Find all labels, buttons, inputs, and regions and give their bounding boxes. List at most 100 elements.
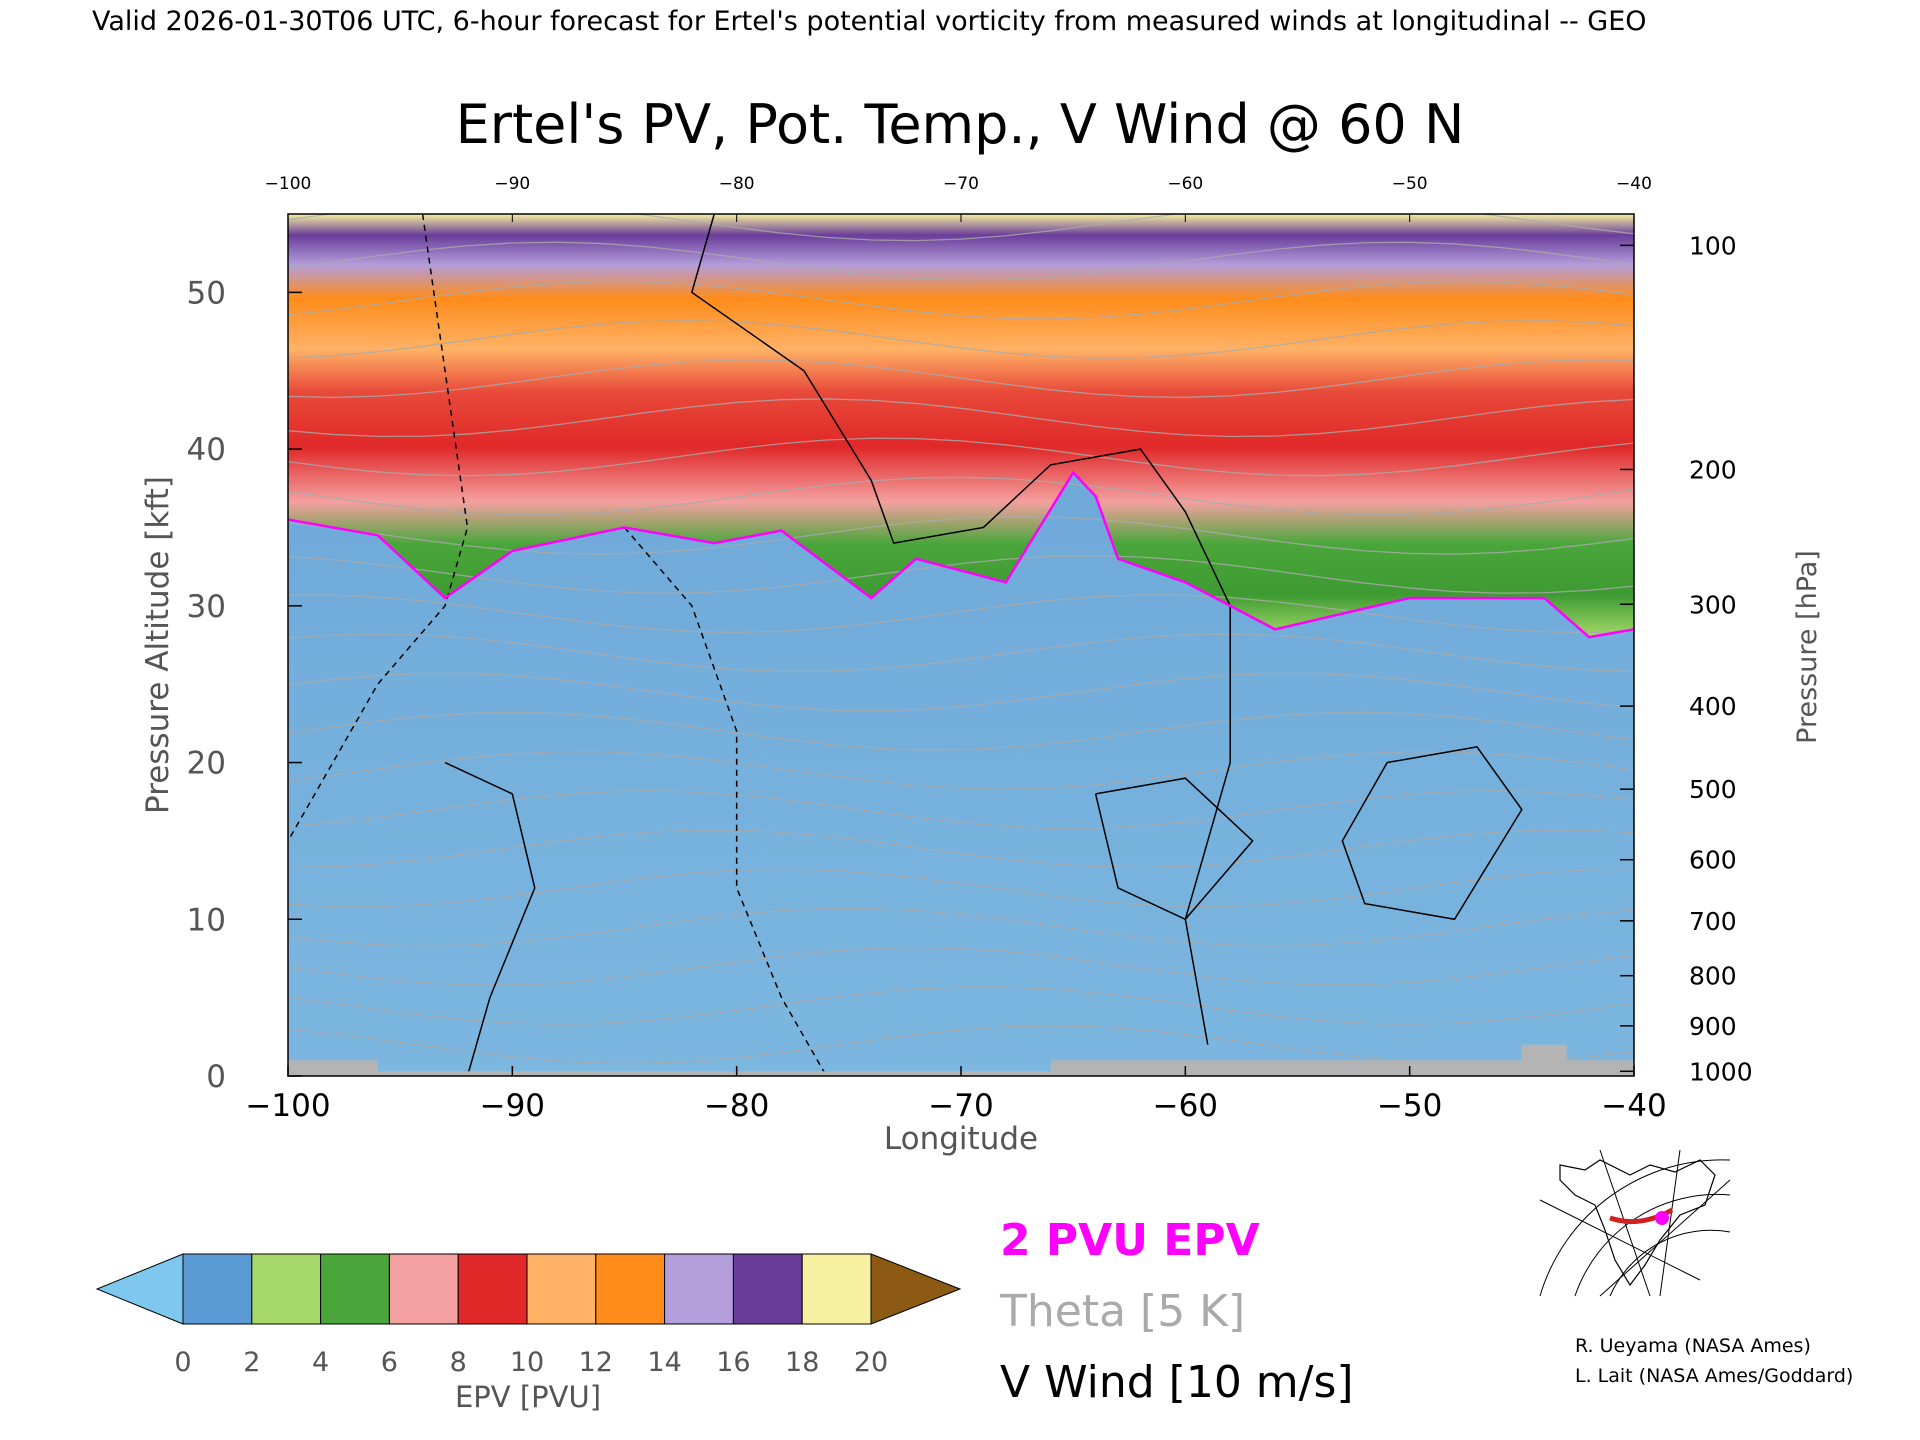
map-coastline xyxy=(1559,1159,1716,1287)
theta-contour xyxy=(288,241,1634,281)
theta-contour xyxy=(288,437,1634,477)
colorbar-tick-label: 16 xyxy=(716,1347,750,1378)
colorbar-underflow xyxy=(95,1253,184,1325)
colorbar-bin xyxy=(251,1253,322,1325)
theta-contour xyxy=(288,672,1634,712)
colorbar-bin xyxy=(182,1253,253,1325)
pressure-tick-label: 600 xyxy=(1689,846,1737,875)
theta-contour xyxy=(288,946,1634,986)
colorbar-tick-label: 4 xyxy=(312,1347,329,1378)
colorbar-bin xyxy=(526,1253,597,1325)
colorbar-tick-label: 0 xyxy=(174,1347,191,1378)
x-top-tick-label: −90 xyxy=(494,174,530,194)
x-top-tick-label: −60 xyxy=(1167,174,1203,194)
x-tick-label: −70 xyxy=(928,1088,993,1124)
colorbar-tick-label: 12 xyxy=(579,1347,613,1378)
colorbar: 0 2 4 6 8 10 12 14 16 18 20 xyxy=(95,1253,962,1378)
pv-2pvu-line xyxy=(288,470,1634,639)
colorbar-bin xyxy=(732,1253,803,1325)
colorbar-bin xyxy=(388,1253,459,1325)
x-top-tick-label: −70 xyxy=(943,174,979,194)
x-tick-label: −40 xyxy=(1601,1088,1666,1124)
pressure-tick-label: 100 xyxy=(1689,231,1737,260)
x-axis-label: Longitude xyxy=(884,1121,1038,1157)
theta-contour xyxy=(288,594,1634,634)
theta-contour xyxy=(288,829,1634,869)
pressure-tick-label: 900 xyxy=(1689,1012,1737,1041)
x-tick-label: −100 xyxy=(245,1088,330,1124)
stratosphere-fill xyxy=(288,214,1634,638)
colorbar-overflow xyxy=(870,1253,962,1325)
theta-contour xyxy=(288,555,1634,594)
theta-contour xyxy=(288,280,1634,320)
pv-2pvu-contour xyxy=(288,470,1634,639)
vwind-contour xyxy=(444,761,536,1076)
plot-area: −100 −100 −90 −90 −80 −80 −70 −70 −60 −60 −50 −50 −4… xyxy=(187,174,1753,1124)
colorbar-tick-label: 2 xyxy=(243,1347,260,1378)
map-location-marker xyxy=(1655,1211,1669,1225)
x-tick-label: −90 xyxy=(480,1088,545,1124)
y-tick-label: 10 xyxy=(187,902,226,938)
theta-contour xyxy=(288,476,1634,516)
colorbar-tick-label: 20 xyxy=(854,1347,888,1378)
x-top-tick-label: −100 xyxy=(265,174,312,194)
ground-terrain xyxy=(288,1044,1634,1076)
pressure-tick-label: 200 xyxy=(1689,455,1737,484)
vwind-contour xyxy=(288,214,469,842)
valid-header-text: Valid 2026-01-30T06 UTC, 6-hour forecast… xyxy=(92,6,1647,37)
pressure-tick-label: 500 xyxy=(1689,775,1737,804)
y-axis-ticks: 0 10 20 30 40 50 xyxy=(187,275,302,1095)
colorbar-tick-label: 14 xyxy=(647,1347,681,1378)
vwind-contour xyxy=(1341,746,1523,921)
colorbar-tick-label: 18 xyxy=(785,1347,819,1378)
theta-contour xyxy=(288,398,1634,438)
y-axis-label-left: Pressure Altitude [kft] xyxy=(140,476,176,814)
colorbar-label: EPV [PVU] xyxy=(455,1380,601,1414)
y-tick-label: 30 xyxy=(187,589,226,625)
theta-contour xyxy=(288,868,1634,908)
y-tick-label: 0 xyxy=(206,1059,226,1095)
pressure-tick-label: 1000 xyxy=(1689,1057,1753,1086)
theta-contour xyxy=(288,986,1634,1025)
vwind-contour xyxy=(1094,777,1254,921)
theta-contour xyxy=(288,633,1634,673)
credit-line-2: L. Lait (NASA Ames/Goddard) xyxy=(1575,1365,1853,1387)
colorbar-bin xyxy=(457,1253,528,1325)
map-grid-circle xyxy=(1574,1193,1731,1297)
location-map-inset xyxy=(1536,1148,1732,1300)
colorbar-tick-label: 8 xyxy=(450,1347,467,1378)
x-top-tick-label: −80 xyxy=(719,174,755,194)
pressure-tick-label: 300 xyxy=(1689,590,1737,619)
x-top-tick-label: −40 xyxy=(1616,174,1652,194)
pressure-tick-label: 700 xyxy=(1689,907,1737,936)
pressure-tick-label: 800 xyxy=(1689,962,1737,991)
y-tick-label: 50 xyxy=(187,275,226,311)
chart-title: Ertel's PV, Pot. Temp., V Wind @ 60 N xyxy=(456,93,1465,156)
vwind-contour xyxy=(690,214,1231,1045)
colorbar-bin xyxy=(595,1253,666,1325)
colorbar-bin xyxy=(801,1253,872,1325)
colorbar-bin xyxy=(664,1253,734,1325)
x-tick-label: −50 xyxy=(1377,1088,1442,1124)
x-axis-ticks: −100 −100 −90 −90 −80 −80 −70 −70 −60 −60 −50 −50 −4… xyxy=(245,174,1666,1124)
colorbar-bin xyxy=(320,1253,390,1325)
theta-contour xyxy=(288,751,1634,790)
theta-contour xyxy=(288,319,1634,359)
pressure-tick-label: 400 xyxy=(1689,692,1737,721)
legend-theta: Theta [5 K] xyxy=(999,1286,1245,1337)
y-tick-label: 20 xyxy=(187,746,226,782)
pressure-axis-ticks: 100 200 300 400 500 600 700 800 900 1000 xyxy=(1620,231,1753,1086)
colorbar-tick-label: 6 xyxy=(381,1347,398,1378)
credit-line-1: R. Ueyama (NASA Ames) xyxy=(1575,1335,1811,1357)
legend-epv-2pvu: 2 PVU EPV xyxy=(1000,1215,1260,1266)
x-top-tick-label: −50 xyxy=(1392,174,1428,194)
y-tick-label: 40 xyxy=(187,432,226,468)
x-tick-label: −80 xyxy=(704,1088,769,1124)
x-tick-label: −60 xyxy=(1153,1088,1218,1124)
theta-contour xyxy=(288,711,1634,751)
vwind-contours xyxy=(288,214,1523,1076)
y-axis-label-right: Pressure [hPa] xyxy=(1792,550,1823,744)
stratosphere-pv-fill xyxy=(288,214,1634,638)
theta-contour xyxy=(288,214,1634,242)
